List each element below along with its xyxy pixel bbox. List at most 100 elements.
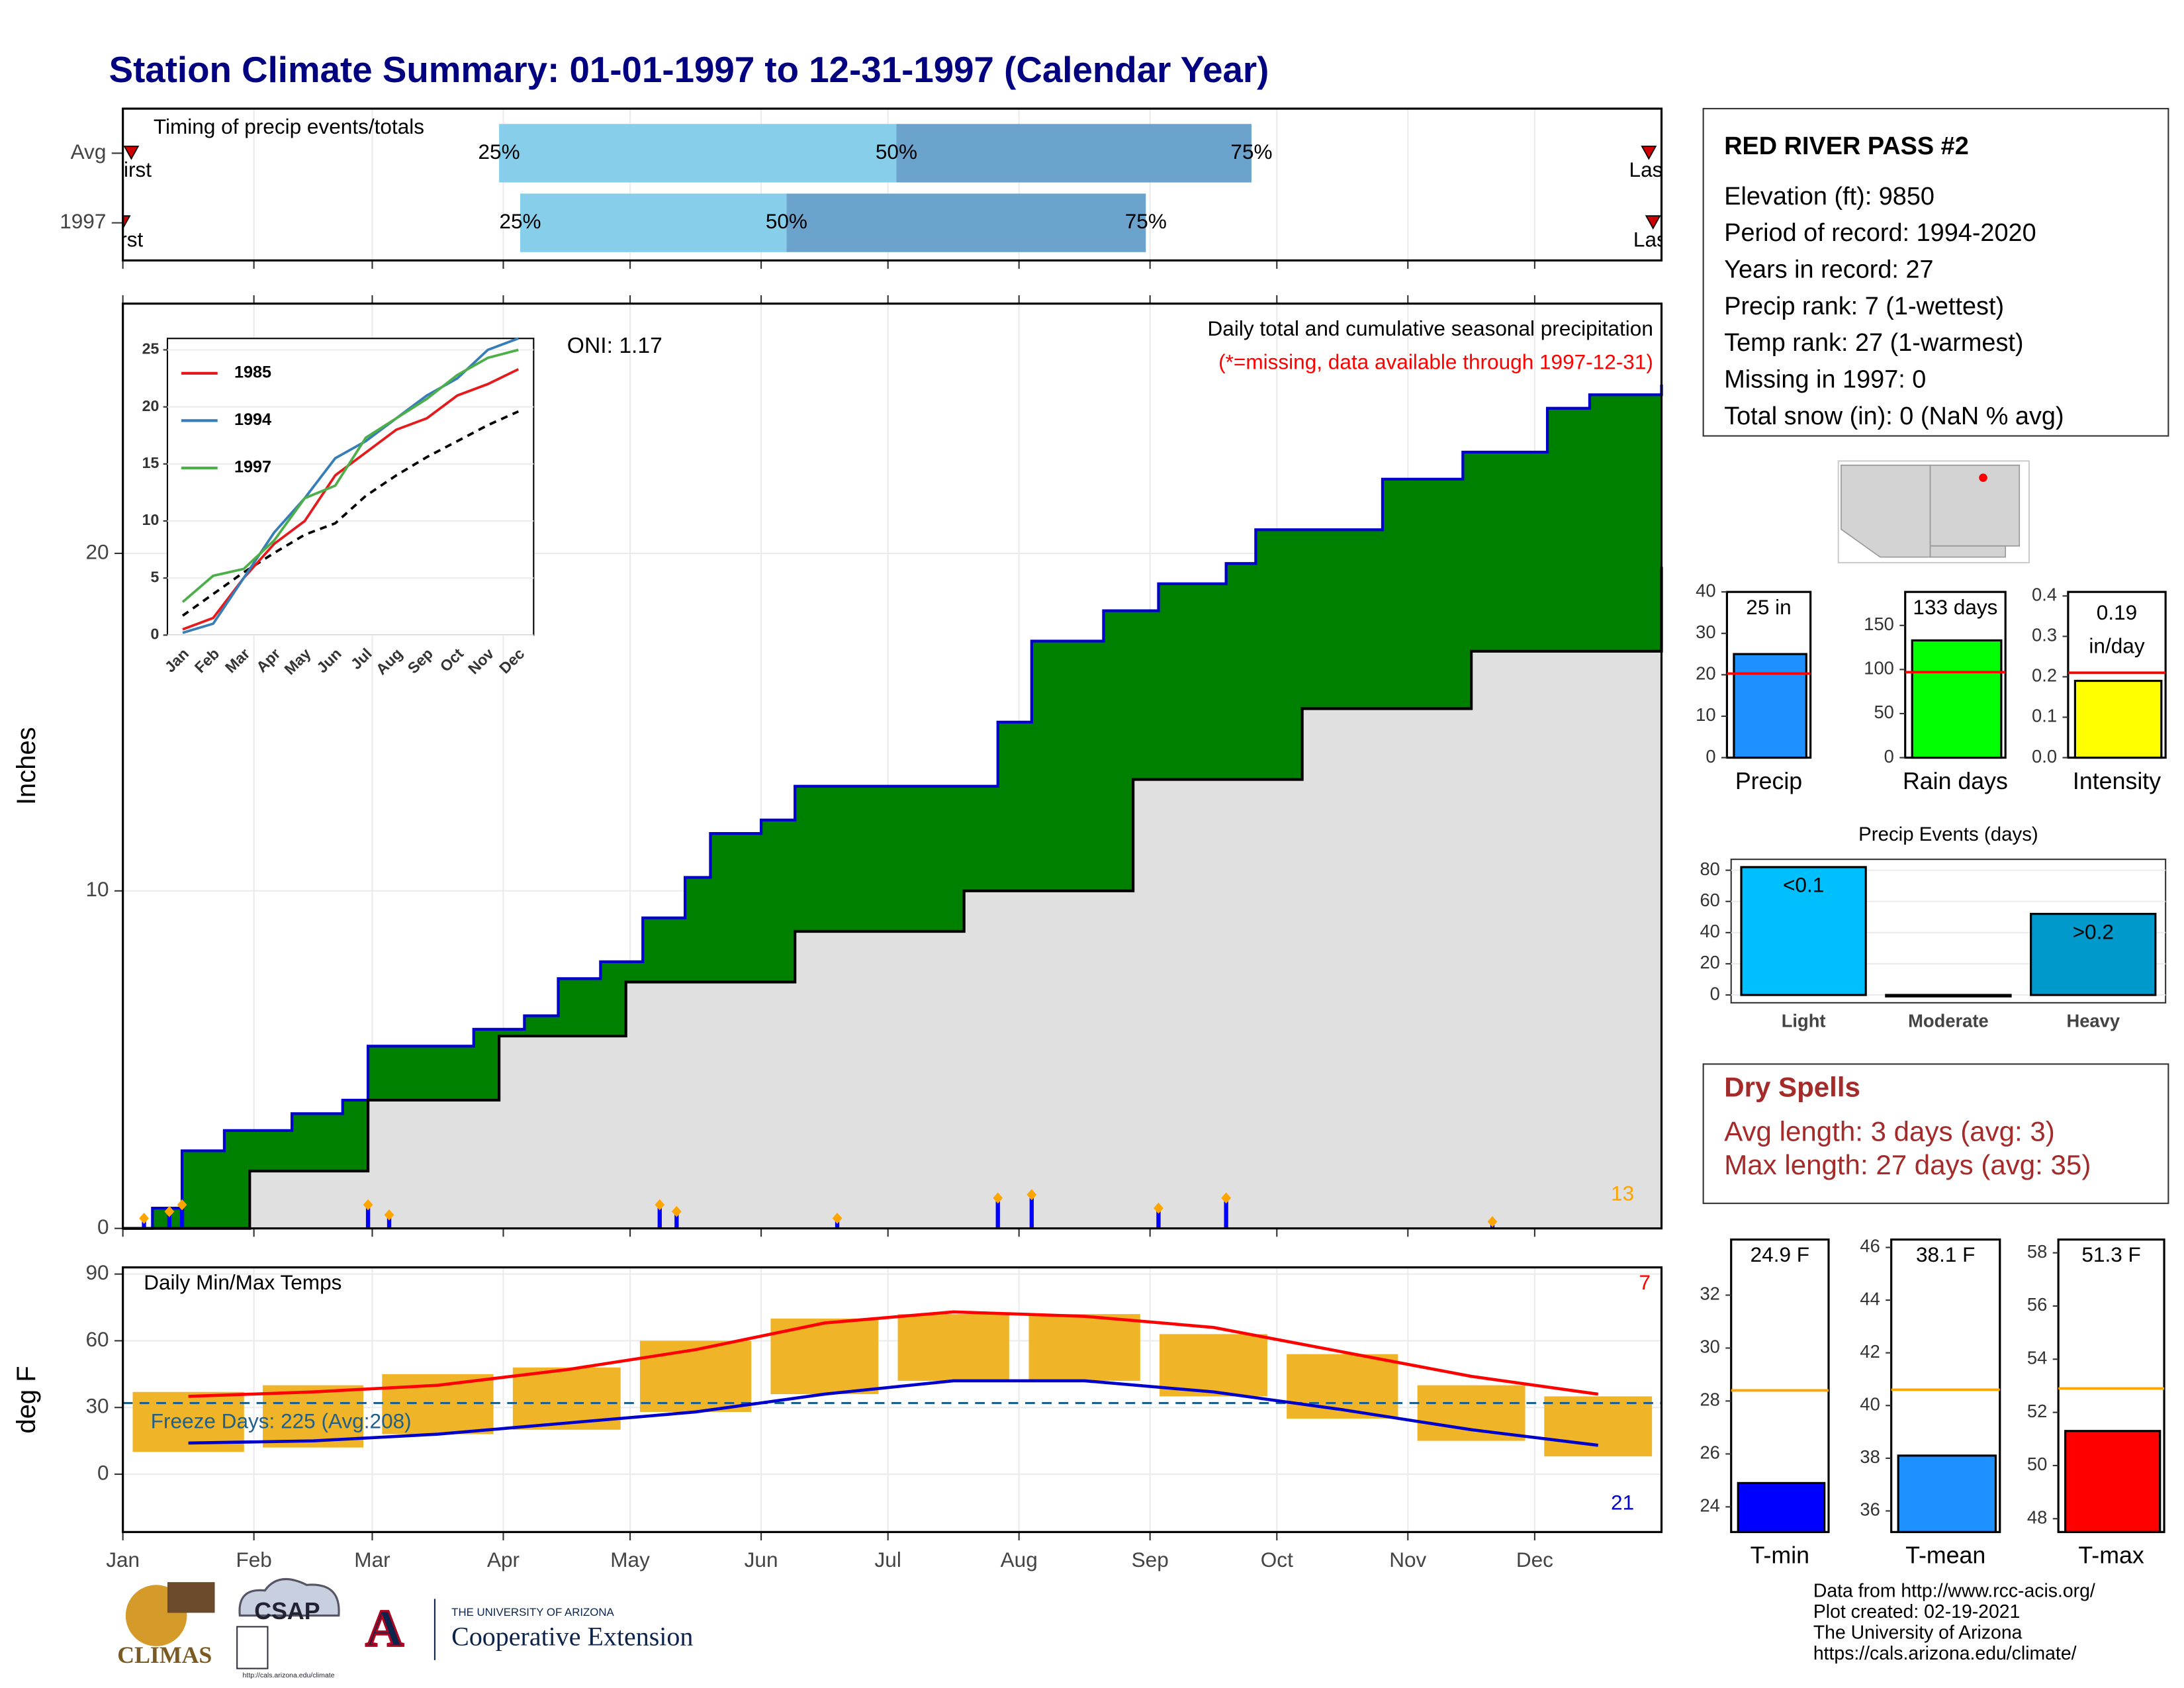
logo-text: CLIMAS [117,1642,212,1668]
quantile-label: 50% [876,140,917,164]
daily-bar [365,1205,371,1229]
inset-line [181,348,519,603]
cumulative-line [122,567,1663,1230]
event-label: Last [1629,158,1669,181]
y-tick-label: 0.1 [2032,706,2057,726]
cumulative-area [122,567,1662,1229]
y-tick-label: 44 [1860,1288,1880,1309]
y-tick-label: 60 [86,1327,109,1351]
y-tick-label: 0 [1710,983,1720,1004]
page-title: Station Climate Summary: 01-01-1997 to 1… [109,49,1269,90]
category-label: T-min [1751,1542,1809,1569]
legend-label: 1985 [234,363,271,382]
panel-border [122,303,1663,1230]
temp-normal-line [188,1379,1598,1447]
y-tick-label: 30 [86,1394,109,1418]
value-label: 25 in [1746,595,1791,619]
daily-bar [387,1215,392,1229]
bar [1737,1481,1826,1533]
quantile-label: 50% [766,209,807,233]
panel-title: Timing of precip events/totals [154,115,424,138]
y-tick-label: 150 [1864,614,1894,634]
y-tick-label: 0.2 [2032,665,2057,686]
y-tick-label: 10 [142,511,159,528]
y-tick-label: 90 [86,1260,109,1284]
category-label: T-max [2078,1542,2144,1569]
event-markers: First Last [111,146,1669,181]
bar-label: <0.1 [1783,873,1824,897]
temp-range-bar [639,1340,752,1412]
y-tick-label: 30 [1696,622,1715,642]
y-tick-label: 32 [1700,1284,1719,1304]
logo-mark: A [365,1599,404,1658]
panel-border [122,1266,1663,1533]
daily-bar [167,1211,172,1229]
y-tick-label: 42 [1860,1341,1880,1362]
daily-marker [1154,1202,1163,1214]
event-marker [122,215,131,230]
station-info: Temp rank: 27 (1-warmest) [1724,329,2023,357]
station-name: RED RIVER PASS #2 [1724,132,1969,160]
dry-spells-line: Max length: 27 days (avg: 35) [1724,1149,2091,1180]
quantile-label: 75% [1125,209,1167,233]
y-tick-label: 20 [1700,952,1719,972]
value-label: 51.3 F [2081,1243,2140,1266]
dry-spells-line: Avg length: 3 days (avg: 3) [1724,1116,2055,1147]
dry-spells-title: Dry Spells [1724,1071,1860,1102]
y-tick-label: 56 [2027,1294,2047,1315]
annotation: 7 [1639,1270,1651,1294]
y-tick-label: 5 [150,568,159,585]
x-tick-label: Moderate [1908,1011,1989,1031]
category-label: T-mean [1905,1542,1985,1569]
x-tick-label: Light [1782,1011,1826,1031]
value-label: 133 days [1913,595,1997,619]
y-tick-label: 30 [1700,1336,1719,1357]
x-tick-label: Dec [1516,1548,1553,1571]
station-info: Period of record: 1994-2020 [1724,219,2036,247]
logo-text: CSAP [254,1598,320,1624]
event-label: Last [1633,227,1673,251]
y-tick-label: 100 [1864,658,1894,679]
freeze-label: Freeze Days: 225 (Avg:208) [151,1409,412,1432]
bar [2030,913,2157,996]
credit-line: Plot created: 02-19-2021 [1813,1601,2021,1622]
quartile-bar [499,124,897,183]
y-tick-label: 26 [1700,1442,1719,1463]
temp-range-bar [1287,1354,1398,1419]
station-info: Elevation (ft): 9850 [1724,183,1934,211]
bar [2073,679,2163,759]
y-tick-label: 0 [97,1460,109,1484]
logos: CLIMAS CSAP http://cals.arizona.edu/clim… [117,1578,693,1679]
x-tick-label: Jun [745,1548,778,1571]
station-box [1702,108,2169,437]
y-tick-label: 48 [2027,1507,2047,1527]
y-tick-label: 60 [1700,890,1719,910]
y-tick-label: 24 [1700,1495,1719,1516]
bar [1885,994,2012,998]
event-marker [1645,215,1661,230]
event-label: First [111,158,152,181]
credit-line: Data from http://www.rcc-acis.org/ [1813,1580,2095,1601]
annotation: 21 [1611,1491,1634,1515]
x-tick-label: Aug [1001,1548,1038,1571]
y-tick-label: 25 [142,340,159,357]
y-tick-label: 50 [1874,702,1893,722]
daily-bar [1029,1194,1034,1229]
temp-range-bar [1417,1385,1525,1441]
annotation: Daily total and cumulative seasonal prec… [1208,316,1653,340]
value-label: 0.19 [2097,600,2137,624]
x-tick-label: Jul [875,1548,901,1571]
annotation: ONI: 1.17 [567,334,662,358]
y-tick-label: 10 [86,877,109,901]
y-tick-label: 15 [142,454,159,471]
temp-normal-line [188,1310,1599,1398]
event-label: First [103,227,144,251]
x-tick-label: Nov [1389,1548,1426,1571]
y-tick-label: 54 [2027,1347,2047,1368]
category-label: Intensity [2073,768,2161,794]
logo-text: http://cals.arizona.edu/climate [243,1671,335,1679]
dry-spells-box [1702,1063,2169,1204]
temp-range-bar [897,1314,1009,1381]
station-info: Precip rank: 7 (1-wettest) [1724,293,2004,320]
bar [2064,1430,2161,1533]
